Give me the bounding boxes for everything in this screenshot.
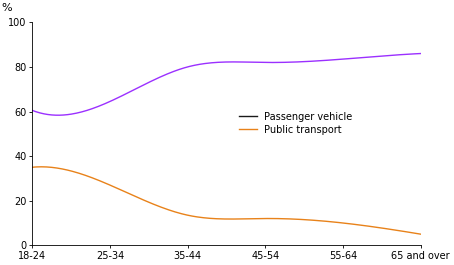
Legend: Passenger vehicle, Public transport: Passenger vehicle, Public transport bbox=[239, 112, 353, 135]
Text: %: % bbox=[1, 3, 12, 14]
